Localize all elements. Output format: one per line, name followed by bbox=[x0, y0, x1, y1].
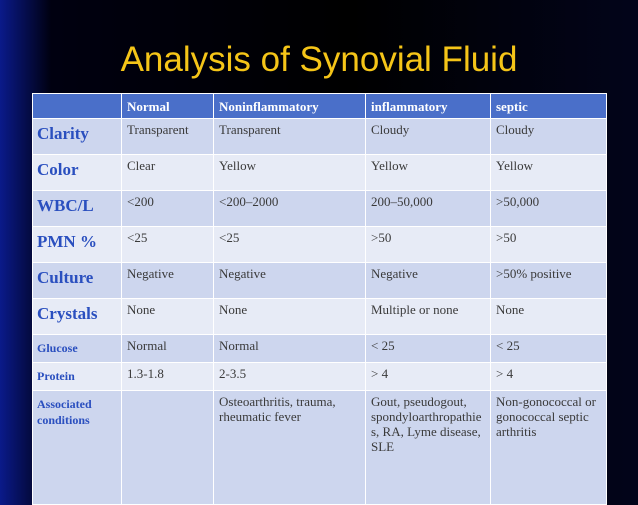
table-cell: Transparent bbox=[121, 118, 214, 155]
table-cell: >50 bbox=[365, 226, 491, 263]
row-label: PMN % bbox=[32, 226, 122, 263]
table-cell: None bbox=[490, 298, 607, 335]
row-label: WBC/L bbox=[32, 190, 122, 227]
row-label: Crystals bbox=[32, 298, 122, 335]
table-cell: Transparent bbox=[213, 118, 366, 155]
column-header: Normal bbox=[121, 93, 214, 119]
row-label: Color bbox=[32, 154, 122, 191]
table-cell: <25 bbox=[213, 226, 366, 263]
table-cell: None bbox=[213, 298, 366, 335]
table-row: WBC/L <200 <200–2000 200–50,000 >50,000 bbox=[32, 190, 607, 227]
table-cell: Osteoarthritis, trauma, rheumatic fever bbox=[213, 390, 366, 505]
row-label: Culture bbox=[32, 262, 122, 299]
table-cell: >50,000 bbox=[490, 190, 607, 227]
table-cell: Cloudy bbox=[490, 118, 607, 155]
row-label: Glucose bbox=[32, 334, 122, 363]
table-cell: > 4 bbox=[365, 362, 491, 391]
fluid-table: Normal Noninflammatory inflammatory septic … bbox=[32, 93, 607, 505]
row-label: Associated conditions bbox=[32, 390, 122, 505]
table-row: PMN % <25 <25 >50 >50 bbox=[32, 226, 607, 263]
table-cell: <200–2000 bbox=[213, 190, 366, 227]
table-cell: <25 bbox=[121, 226, 214, 263]
corner-cell bbox=[32, 93, 122, 119]
table-cell: Clear bbox=[121, 154, 214, 191]
column-header: septic bbox=[490, 93, 607, 119]
table-cell: < 25 bbox=[365, 334, 491, 363]
table-row: Color Clear Yellow Yellow Yellow bbox=[32, 154, 607, 191]
table-cell: >50 bbox=[490, 226, 607, 263]
table-cell: Negative bbox=[213, 262, 366, 299]
table-cell: Negative bbox=[121, 262, 214, 299]
table-cell: 1.3-1.8 bbox=[121, 362, 214, 391]
table-cell bbox=[121, 390, 214, 505]
table-cell: Yellow bbox=[490, 154, 607, 191]
table-row: Glucose Normal Normal < 25 < 25 bbox=[32, 334, 607, 363]
table-cell: Yellow bbox=[365, 154, 491, 191]
table-cell: <200 bbox=[121, 190, 214, 227]
column-header: inflammatory bbox=[365, 93, 491, 119]
table-cell: >50% positive bbox=[490, 262, 607, 299]
table-row: Culture Negative Negative Negative >50% posi… bbox=[32, 262, 607, 299]
table-cell: < 25 bbox=[490, 334, 607, 363]
slide-title: Analysis of Synovial Fluid bbox=[120, 40, 518, 79]
table-row: Associated conditions Osteoarthritis, tra… bbox=[32, 390, 607, 505]
table-cell: Negative bbox=[365, 262, 491, 299]
row-label: Protein bbox=[32, 362, 122, 391]
header-row: Normal Noninflammatory inflammatory septic bbox=[32, 93, 607, 119]
table-row: Crystals None None Multiple or none None bbox=[32, 298, 607, 335]
row-label: Clarity bbox=[32, 118, 122, 155]
table-cell: Gout, pseudogout, spondyloarthropathies,… bbox=[365, 390, 491, 505]
table-cell: 2-3.5 bbox=[213, 362, 366, 391]
table-row: Protein 1.3-1.8 2-3.5 > 4 > 4 bbox=[32, 362, 607, 391]
table-cell: Normal bbox=[213, 334, 366, 363]
table-cell: Normal bbox=[121, 334, 214, 363]
table-cell: Multiple or none bbox=[365, 298, 491, 335]
table-cell: Non-gonococcal or gonococcal septic arth… bbox=[490, 390, 607, 505]
table-cell: > 4 bbox=[490, 362, 607, 391]
table-cell: Yellow bbox=[213, 154, 366, 191]
table-cell: Cloudy bbox=[365, 118, 491, 155]
column-header: Noninflammatory bbox=[213, 93, 366, 119]
table-row: Clarity Transparent Transparent Cloudy Cloud… bbox=[32, 118, 607, 155]
table-cell: 200–50,000 bbox=[365, 190, 491, 227]
table-cell: None bbox=[121, 298, 214, 335]
